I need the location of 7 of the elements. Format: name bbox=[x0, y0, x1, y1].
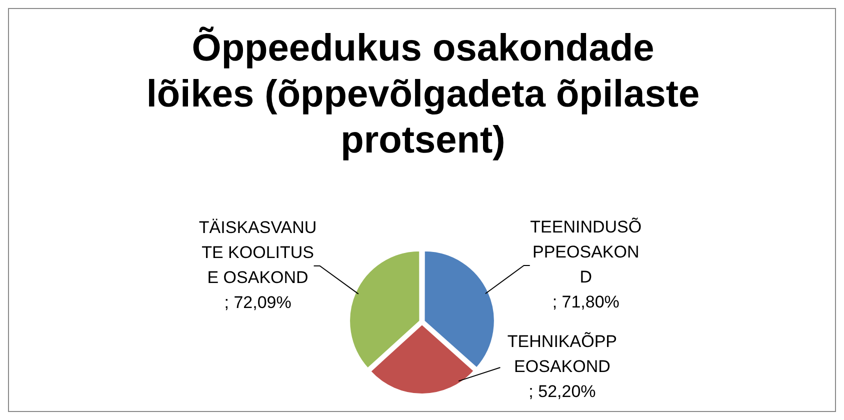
chart-title: Õppeedukus osakondade lõikes (õppevõlgadeta õpilaste protsent) bbox=[146, 26, 700, 162]
data-label: ; 72,09% bbox=[224, 293, 292, 312]
data-label: ; 71,80% bbox=[552, 292, 620, 312]
data-label: ; 52,20% bbox=[528, 382, 596, 402]
slice-label: TEHNIKAÕPPEOSAKOND bbox=[507, 332, 618, 376]
slice-label: TEENINDUSÕPPEOSAKOND bbox=[530, 218, 642, 287]
slice-label: TÄISKASVANUTE KOOLITUSE OSAKOND bbox=[198, 218, 317, 288]
